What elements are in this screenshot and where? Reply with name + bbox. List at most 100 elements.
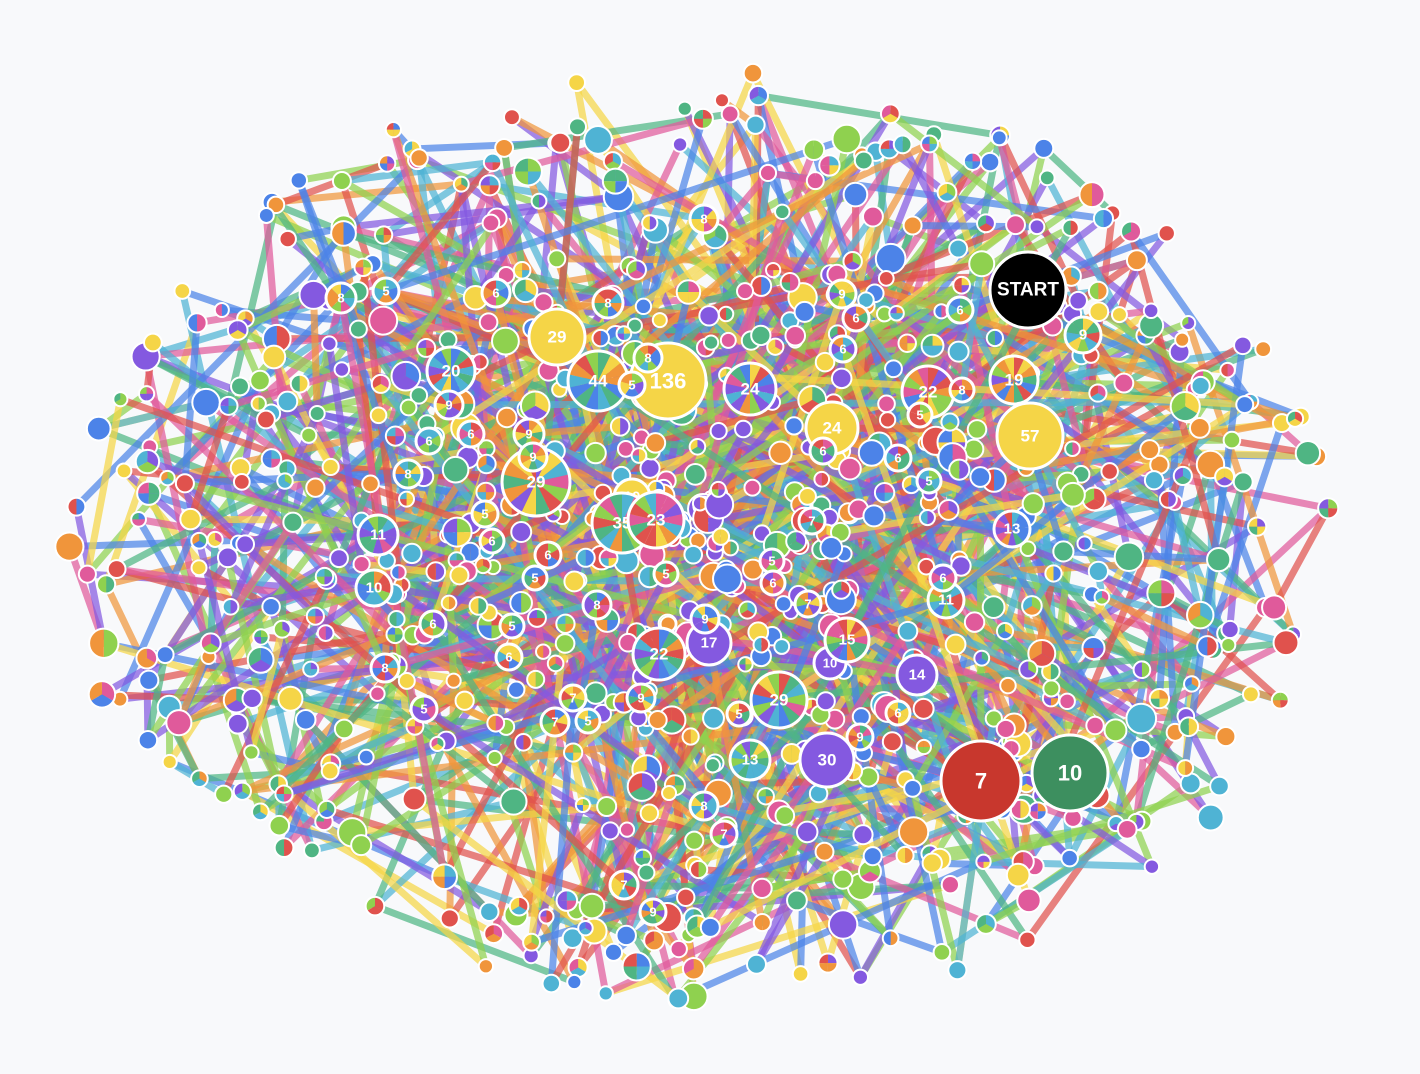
graph-node[interactable] <box>314 566 335 587</box>
graph-node[interactable] <box>294 708 317 731</box>
graph-node[interactable] <box>831 123 862 155</box>
graph-node[interactable] <box>385 624 405 645</box>
graph-node[interactable] <box>975 913 997 935</box>
graph-node[interactable] <box>445 672 462 689</box>
graph-node[interactable] <box>756 787 775 806</box>
graph-node[interactable] <box>1016 887 1042 914</box>
graph-node[interactable] <box>712 563 743 595</box>
graph-node[interactable] <box>915 738 932 756</box>
graph-node[interactable] <box>644 432 667 454</box>
graph-node[interactable] <box>878 411 897 429</box>
graph-node[interactable] <box>1078 181 1106 209</box>
graph-node[interactable] <box>851 968 870 986</box>
graph-node[interactable] <box>937 498 960 521</box>
graph-node[interactable] <box>1110 306 1128 324</box>
graph-node[interactable] <box>698 305 720 327</box>
graph-node[interactable] <box>969 466 992 488</box>
graph-node[interactable] <box>377 154 397 173</box>
graph-node[interactable] <box>526 669 546 689</box>
graph-node[interactable] <box>190 559 208 577</box>
graph-node[interactable] <box>251 802 270 822</box>
graph-node[interactable] <box>688 859 709 880</box>
graph-node[interactable] <box>282 511 304 533</box>
graph-node[interactable] <box>684 830 705 851</box>
graph-node[interactable] <box>1085 715 1105 736</box>
graph-node[interactable] <box>1157 224 1176 243</box>
graph-node[interactable] <box>990 129 1008 147</box>
labeled-node[interactable]: 10 <box>1030 733 1110 813</box>
graph-node[interactable] <box>1241 685 1260 704</box>
graph-node[interactable] <box>130 510 147 528</box>
graph-node[interactable] <box>947 960 968 981</box>
graph-node[interactable] <box>918 509 936 527</box>
graph-node[interactable] <box>161 753 178 771</box>
graph-node[interactable] <box>879 103 901 125</box>
graph-node[interactable] <box>191 387 221 418</box>
graph-node[interactable] <box>135 646 159 670</box>
graph-node[interactable] <box>681 957 706 981</box>
graph-node[interactable] <box>1092 207 1115 230</box>
graph-node[interactable] <box>478 174 501 197</box>
graph-node[interactable] <box>813 470 831 488</box>
graph-node[interactable] <box>818 154 841 177</box>
graph-node[interactable] <box>643 929 665 952</box>
graph-node[interactable] <box>218 395 239 416</box>
graph-node[interactable] <box>962 151 983 171</box>
graph-node[interactable] <box>1214 466 1236 488</box>
graph-node[interactable] <box>567 73 587 93</box>
graph-node[interactable] <box>750 274 773 297</box>
graph-node[interactable] <box>330 220 357 247</box>
graph-node[interactable] <box>232 472 251 491</box>
graph-node[interactable] <box>615 924 637 947</box>
graph-node[interactable] <box>647 710 668 731</box>
graph-node[interactable] <box>1081 486 1107 512</box>
graph-node[interactable] <box>802 138 826 162</box>
graph-node[interactable] <box>881 929 900 948</box>
graph-node[interactable] <box>510 521 533 543</box>
graph-node[interactable] <box>350 834 373 857</box>
graph-node[interactable] <box>538 908 555 925</box>
graph-node[interactable] <box>675 279 702 305</box>
graph-node[interactable] <box>838 456 862 481</box>
graph-node[interactable] <box>387 610 406 629</box>
graph-node[interactable] <box>862 504 886 528</box>
graph-node[interactable] <box>1052 540 1075 563</box>
graph-node[interactable] <box>66 496 87 517</box>
graph-node[interactable] <box>584 681 608 705</box>
graph-node[interactable] <box>819 536 844 560</box>
graph-node[interactable] <box>881 731 903 753</box>
graph-node[interactable] <box>785 530 808 553</box>
graph-node[interactable] <box>549 131 572 154</box>
graph-node[interactable] <box>136 480 162 506</box>
graph-node[interactable] <box>305 477 326 498</box>
labeled-node[interactable]: 10 <box>354 568 394 608</box>
graph-node[interactable] <box>441 516 473 548</box>
graph-node[interactable] <box>831 579 852 600</box>
graph-node[interactable] <box>1222 430 1242 450</box>
graph-node[interactable] <box>321 335 338 352</box>
graph-node[interactable] <box>1087 560 1109 583</box>
graph-node[interactable] <box>966 419 988 440</box>
graph-node[interactable] <box>1206 546 1232 573</box>
graph-node[interactable] <box>1272 629 1300 657</box>
graph-node[interactable] <box>630 447 648 464</box>
graph-node[interactable] <box>429 735 446 752</box>
graph-node[interactable] <box>243 744 260 761</box>
graph-node[interactable] <box>805 171 825 191</box>
graph-node[interactable] <box>494 137 515 158</box>
graph-node[interactable] <box>1120 220 1143 243</box>
graph-node[interactable] <box>252 628 270 646</box>
graph-node[interactable] <box>817 952 839 974</box>
graph-node[interactable] <box>1068 290 1088 311</box>
labeled-node[interactable]: 11 <box>356 513 400 557</box>
graph-node[interactable] <box>88 627 120 659</box>
graph-node[interactable] <box>1158 489 1178 509</box>
graph-node[interactable] <box>439 908 460 929</box>
graph-node[interactable] <box>1142 302 1160 320</box>
graph-node[interactable] <box>235 534 256 555</box>
graph-node[interactable] <box>409 386 429 405</box>
graph-node[interactable] <box>333 718 355 740</box>
graph-node[interactable] <box>440 594 458 612</box>
graph-node[interactable] <box>106 559 127 580</box>
graph-node[interactable] <box>384 121 403 139</box>
